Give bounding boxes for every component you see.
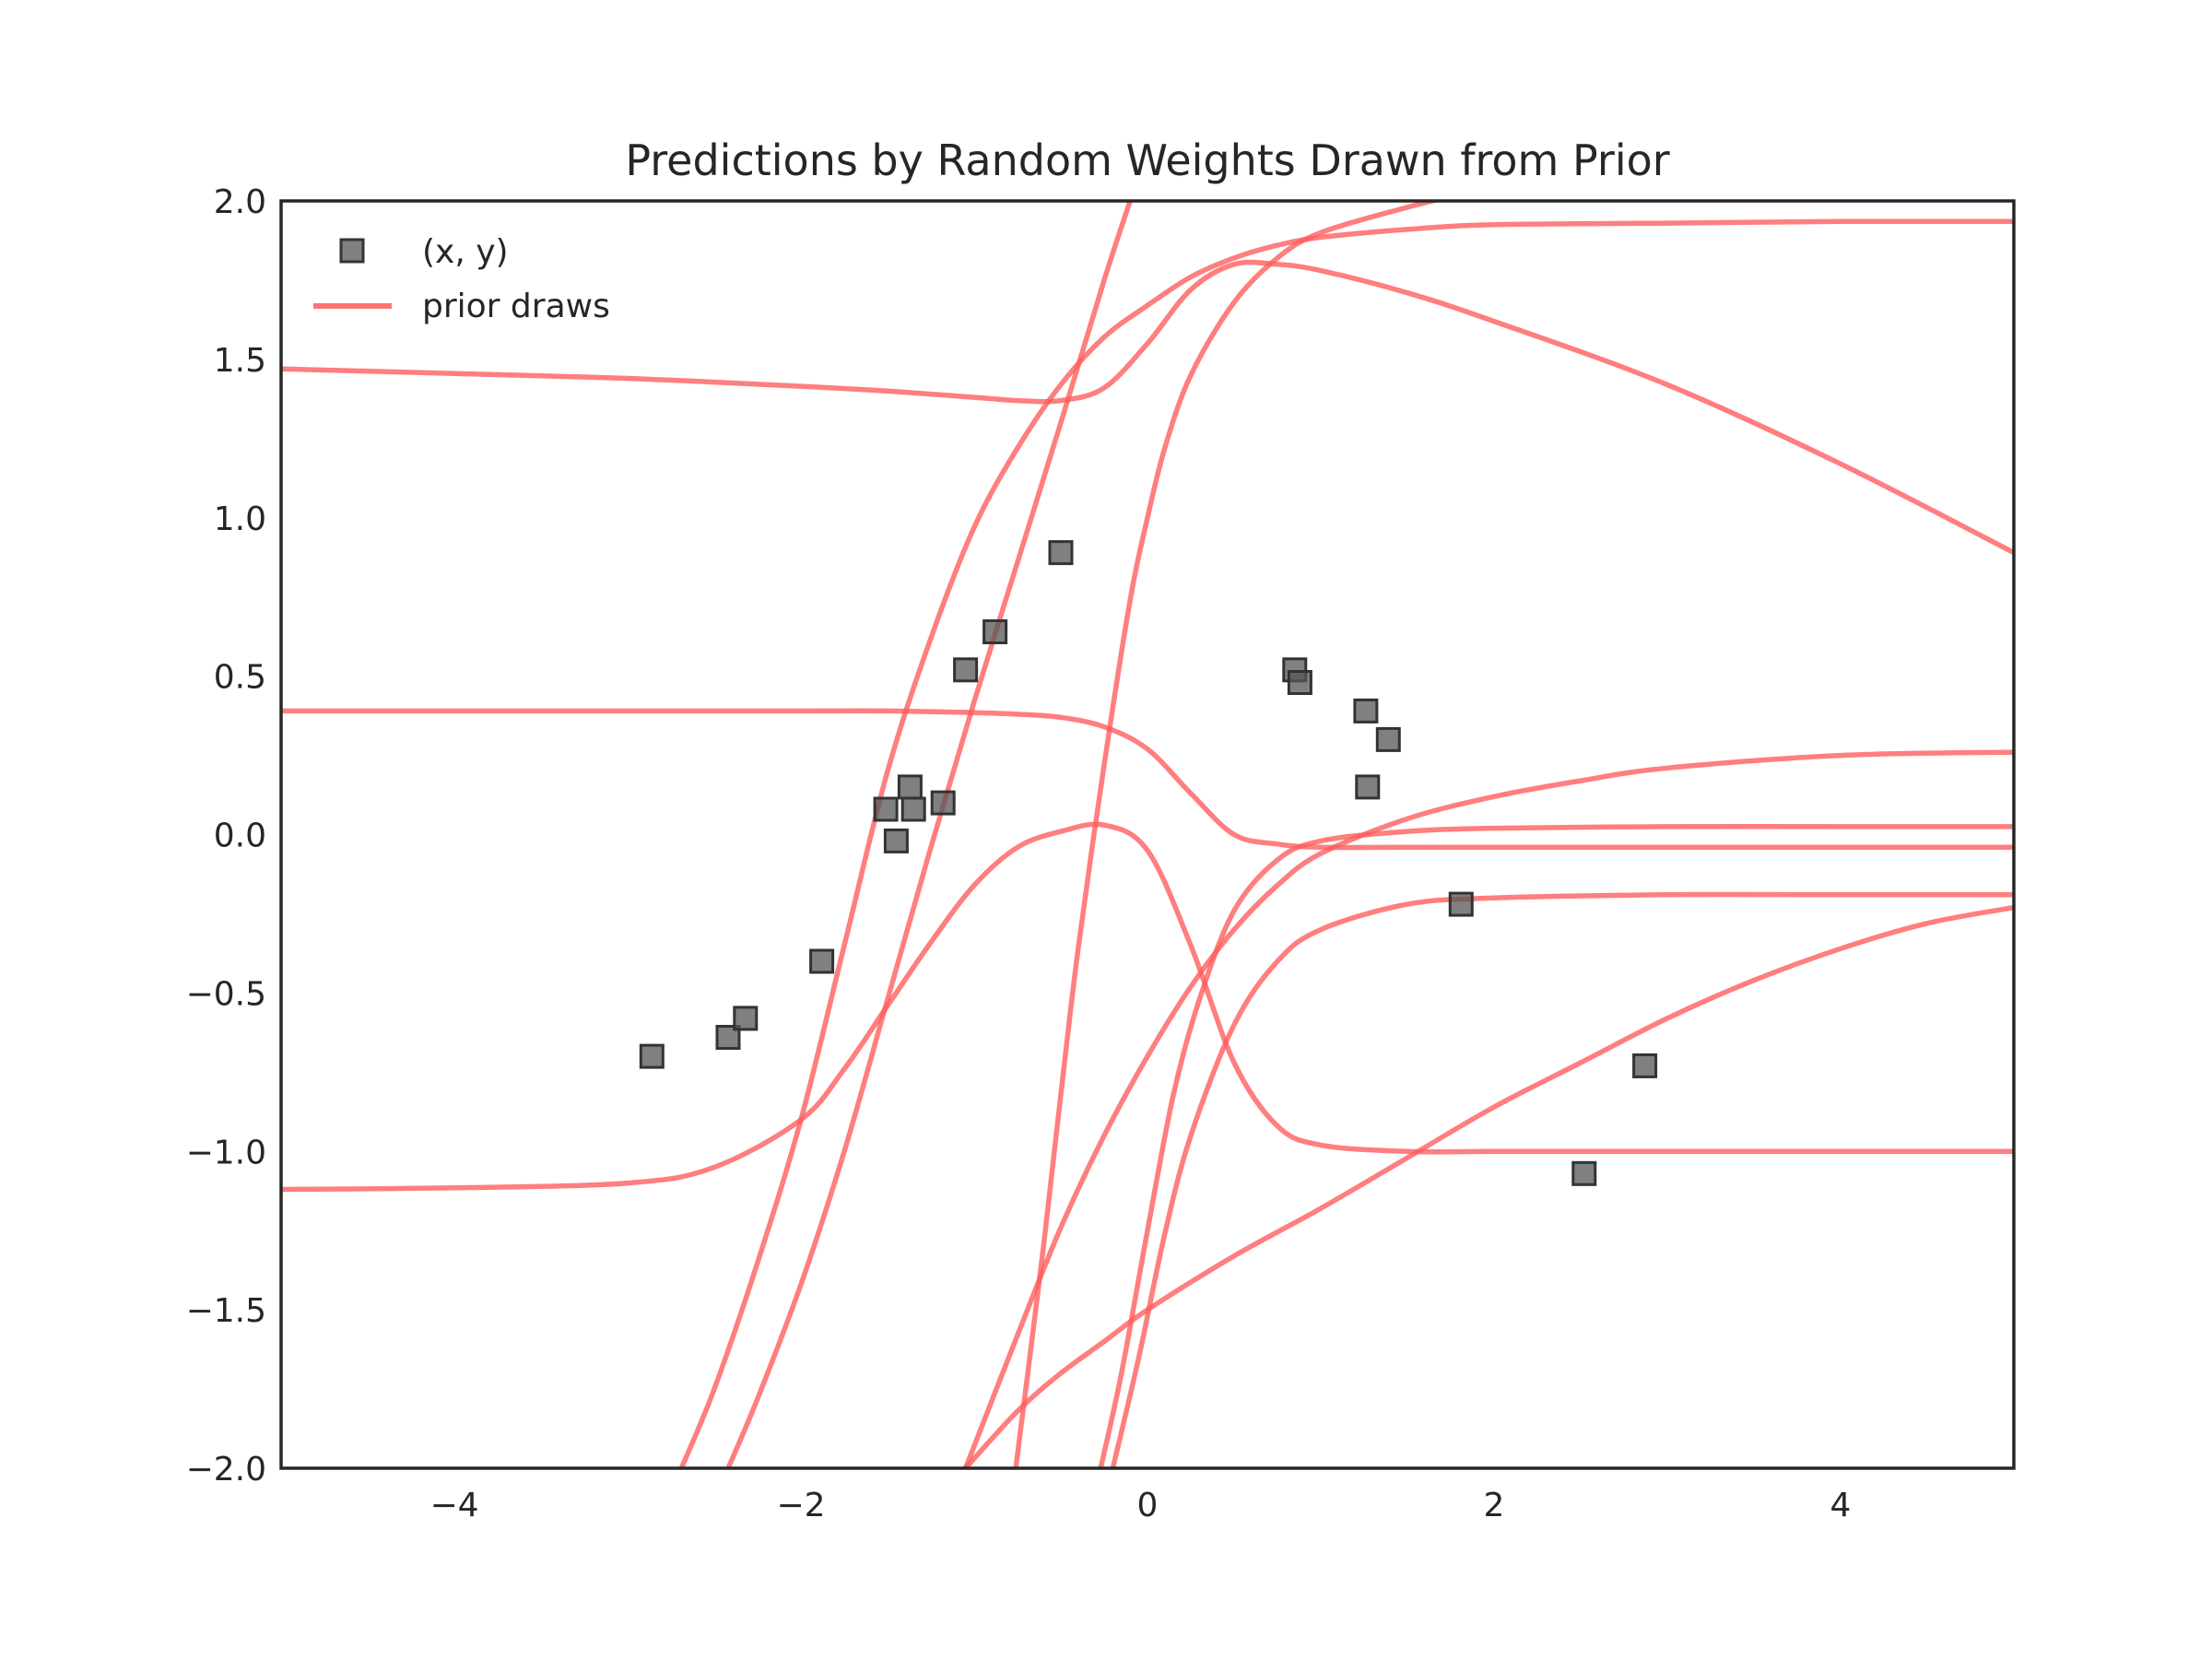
data-point (733, 1006, 759, 1031)
data-point (639, 1043, 665, 1069)
x-tick-label: 0 (1137, 1487, 1159, 1524)
data-point (1287, 670, 1312, 695)
data-point (900, 796, 926, 822)
prior-draw-line-10 (963, 904, 2014, 1468)
x-tick-label: −4 (429, 1487, 478, 1524)
x-tick-label: 2 (1484, 1487, 1505, 1524)
y-tick-label: −1.5 (186, 1292, 266, 1330)
legend-label-points: (x, y) (422, 233, 509, 271)
y-tick-label: −1.0 (186, 1134, 266, 1171)
plot-frame (279, 199, 2016, 1470)
prior-draw-line-8 (1098, 824, 2014, 1468)
legend: (x, y) prior draws (313, 233, 610, 325)
prior-draw-line-7 (963, 749, 2014, 1468)
data-point (1353, 698, 1379, 724)
data-point (1375, 726, 1401, 752)
legend-marker-icon (339, 238, 365, 264)
data-point (1632, 1053, 1658, 1078)
y-tick-label: 0.0 (214, 818, 266, 855)
prior-draw-line-1 (281, 259, 2014, 556)
chart-title: Predictions by Random Weights Drawn from… (625, 135, 1669, 185)
points-layer (639, 540, 1658, 1186)
data-point (930, 790, 956, 816)
y-tick-label: 2.0 (214, 183, 266, 221)
x-tick-label: 4 (1830, 1487, 1852, 1524)
legend-label-prior-draws: prior draws (422, 288, 610, 325)
prior-draw-line-9 (1110, 891, 2014, 1468)
y-tick-label: 1.5 (214, 342, 266, 380)
data-point (982, 619, 1008, 644)
data-point (1355, 774, 1381, 800)
data-point (873, 796, 899, 822)
data-point (883, 828, 909, 853)
x-tick-label: −2 (776, 1487, 825, 1524)
y-tick-label: −0.5 (186, 975, 266, 1013)
y-tick-label: −2.0 (186, 1451, 266, 1488)
data-point (1048, 540, 1074, 566)
prior-draw-line-6 (1013, 201, 1443, 1468)
data-point (1448, 891, 1474, 917)
series-layer (281, 201, 2014, 1468)
y-tick-label: 1.0 (214, 500, 266, 538)
data-point (1571, 1160, 1597, 1186)
y-tick-label: 0.5 (214, 659, 266, 697)
data-point (809, 948, 835, 974)
data-point (953, 657, 979, 683)
data-point (897, 774, 923, 800)
prior-draw-line-2 (281, 708, 2014, 851)
x-axis-ticks: −4 −2 0 2 4 (429, 1487, 1851, 1524)
prior-draw-line-4 (725, 201, 1133, 1468)
y-axis-ticks: −2.0 −1.5 −1.0 −0.5 0.0 0.5 1.0 1.5 2.0 (186, 183, 266, 1488)
prior-draw-line-5 (281, 821, 2014, 1193)
